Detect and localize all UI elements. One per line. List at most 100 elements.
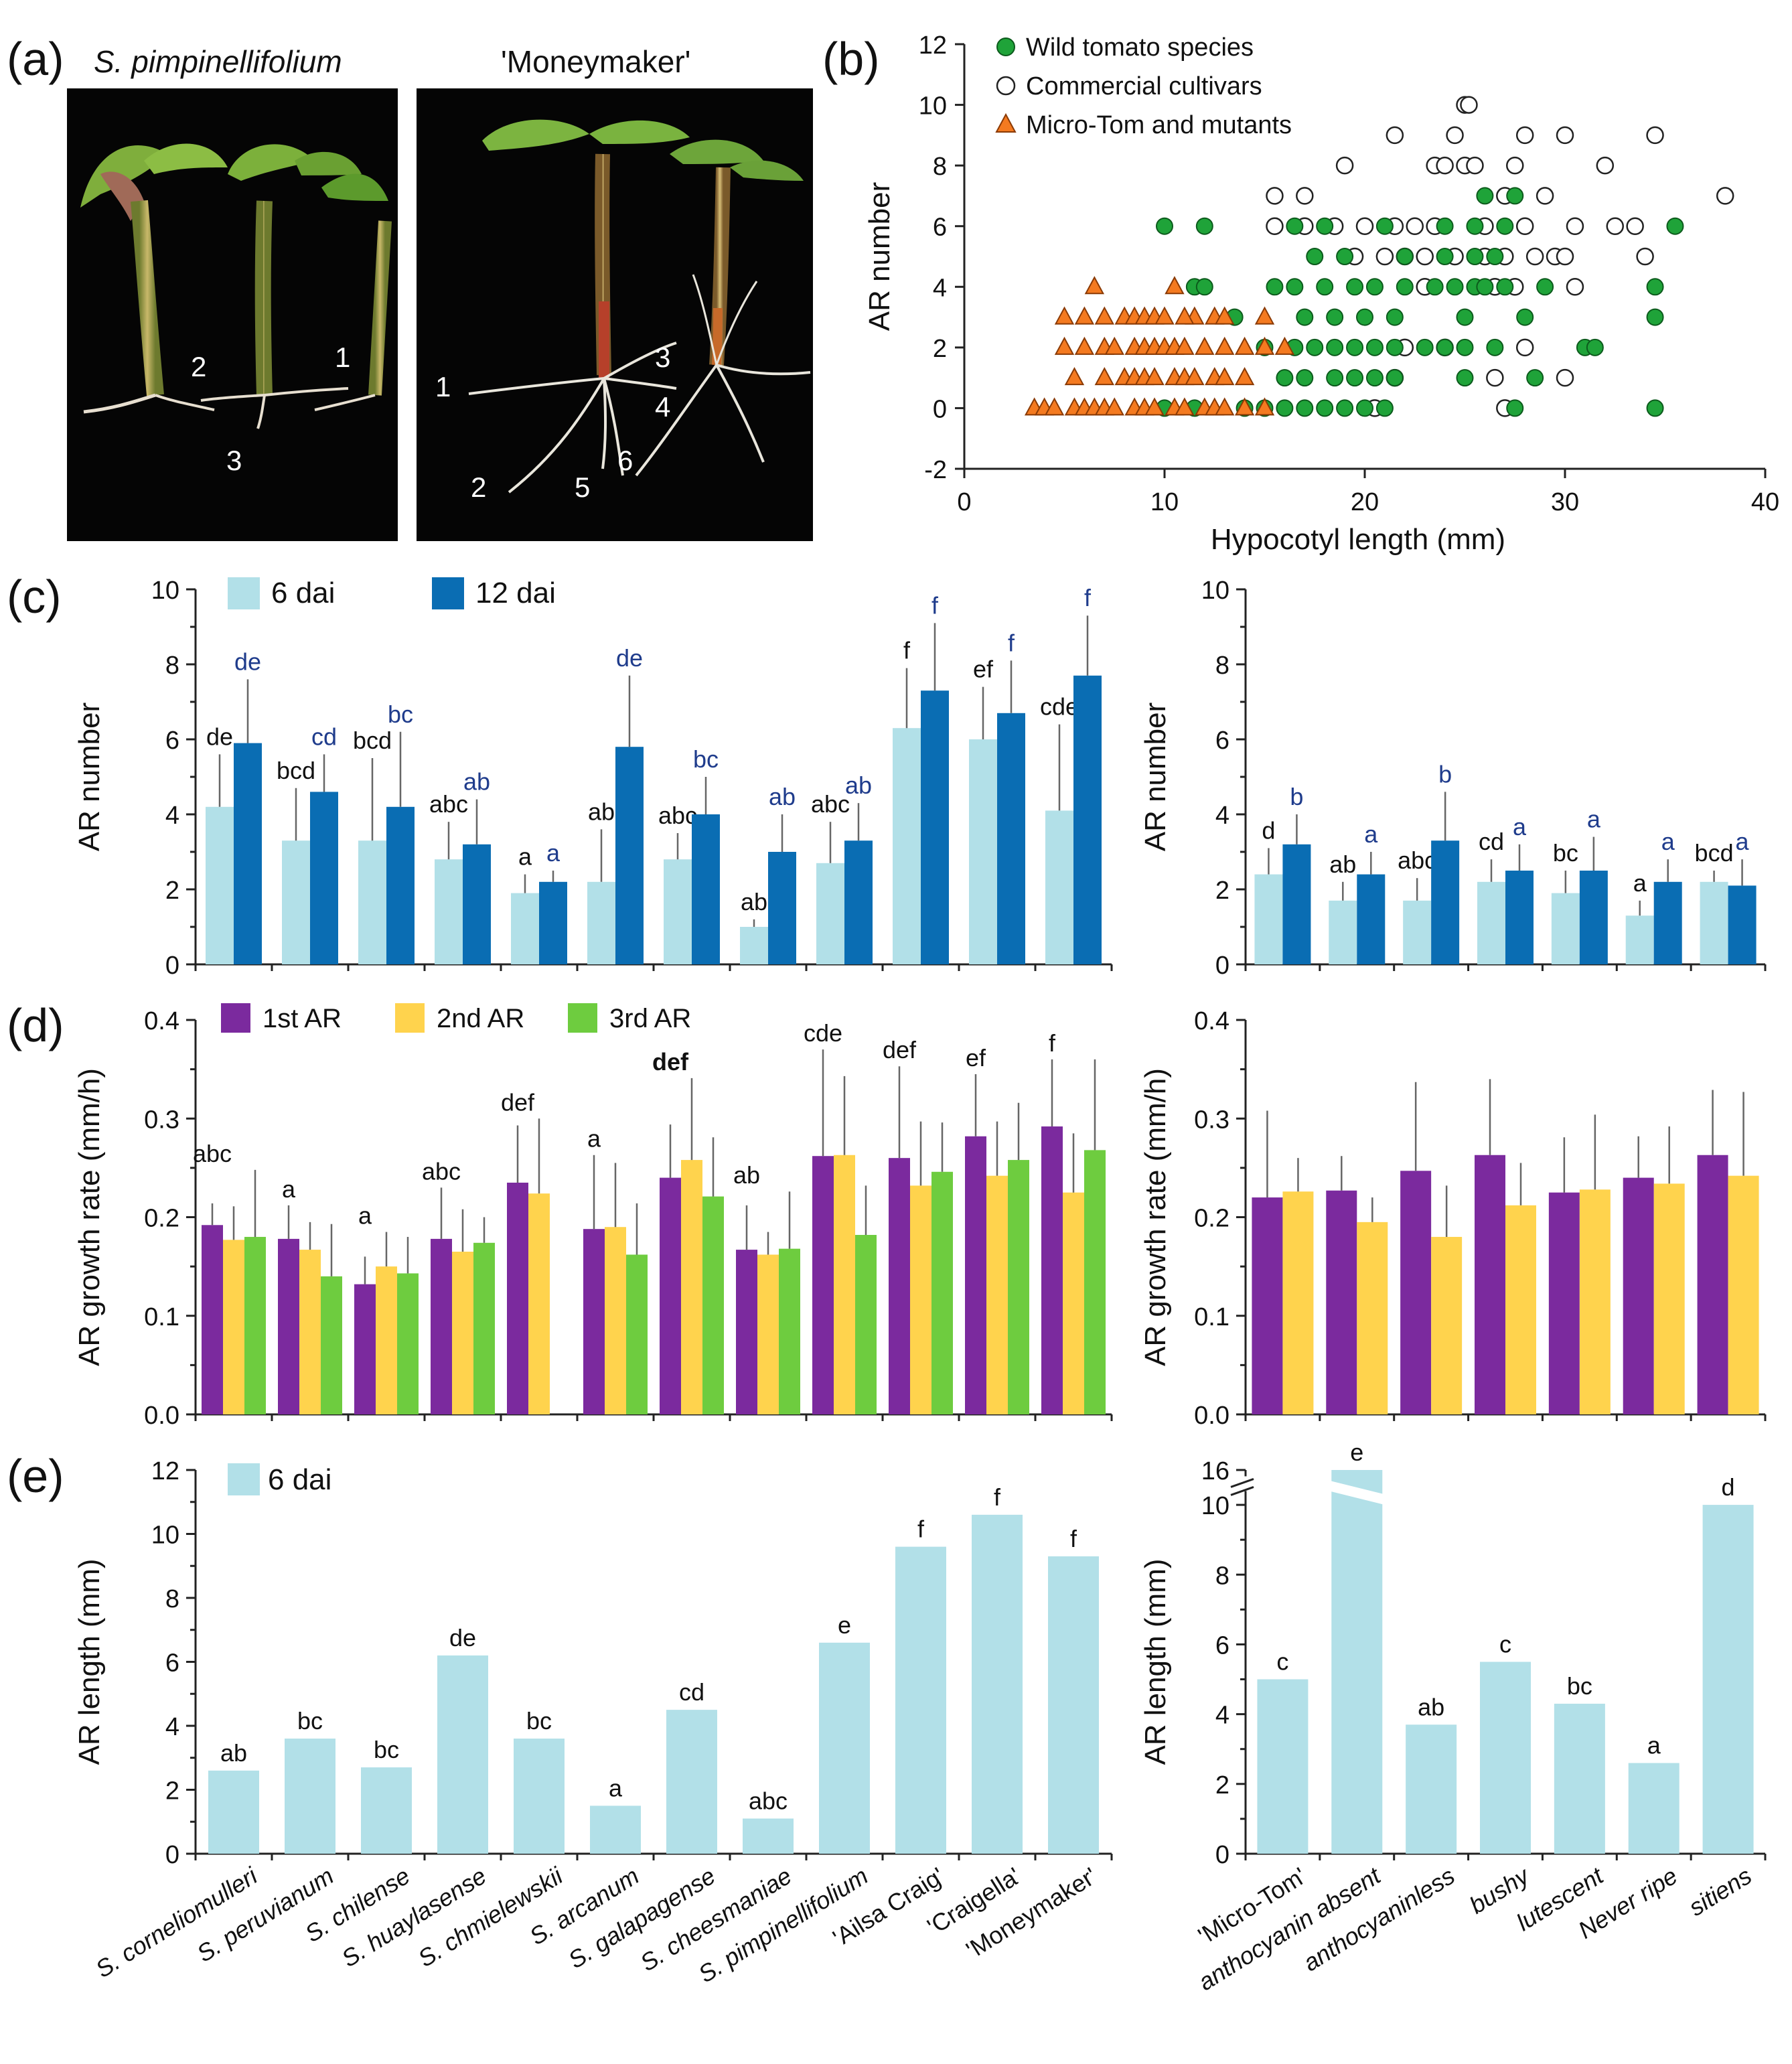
- bar: [234, 743, 262, 964]
- significance-letter: bc: [1553, 839, 1578, 867]
- bar: [1257, 1679, 1309, 1854]
- scatter-point-wild: [1356, 399, 1373, 417]
- scatter-point-wild: [1646, 308, 1664, 326]
- bar: [1403, 900, 1432, 964]
- scatter-point-wild: [1456, 308, 1474, 326]
- scatter-point-wild: [1316, 278, 1334, 296]
- bar: [1045, 810, 1073, 964]
- significance-letter: f: [917, 1516, 925, 1543]
- significance-letter: ab: [588, 798, 615, 825]
- significance-letter: ab: [741, 888, 767, 915]
- scatter-point-wild: [1416, 338, 1434, 356]
- bar: [1073, 675, 1102, 964]
- significance-letter: bc: [1567, 1672, 1592, 1700]
- scatter-point-mutant: [1054, 306, 1075, 325]
- y-tick-label: 4: [165, 1713, 179, 1741]
- significance-letter: bc: [297, 1707, 323, 1735]
- bar: [893, 728, 921, 964]
- scatter-point-wild: [1306, 248, 1324, 265]
- scatter-point-wild: [1375, 217, 1394, 235]
- bar: [590, 1805, 641, 1854]
- scatter-point-wild: [1365, 278, 1384, 296]
- significance-letter: a: [518, 843, 532, 871]
- significance-letter: ab: [733, 1161, 760, 1189]
- legend-label: Micro-Tom and mutants: [1026, 111, 1292, 139]
- scatter-point-wild: [1296, 399, 1314, 417]
- bar: [1480, 1662, 1531, 1854]
- bar: [244, 1236, 266, 1414]
- y-tick-label: 0: [165, 1841, 179, 1869]
- significance-letter: def: [652, 1048, 689, 1076]
- y-tick-label: 4: [933, 274, 947, 302]
- significance-letter: ab: [845, 771, 872, 799]
- bar: [514, 1739, 565, 1854]
- y-tick-label: 8: [1215, 652, 1229, 680]
- bar: [1254, 874, 1283, 964]
- bar: [664, 859, 692, 964]
- photo-left-number: 2: [191, 351, 206, 382]
- y-tick-label: 0.1: [1194, 1303, 1229, 1331]
- scatter-point-mutant: [1234, 336, 1255, 355]
- bar: [1252, 1197, 1283, 1414]
- photo-right-title: 'Moneymaker': [501, 44, 690, 79]
- legend-swatch: [568, 1003, 597, 1033]
- significance-letter: abc: [749, 1787, 788, 1814]
- bar: [1477, 881, 1505, 964]
- scatter-point-wild: [1446, 278, 1464, 296]
- bar: [1728, 885, 1757, 964]
- y-tick-label: 12: [919, 31, 947, 60]
- y-tick-label: 6: [933, 214, 947, 242]
- scatter-point-wild: [1646, 399, 1664, 417]
- bar: [1282, 1191, 1314, 1414]
- x-tick-label: 0: [957, 488, 971, 516]
- scatter-point-commercial: [1606, 217, 1624, 235]
- significance-letter: abc: [429, 790, 468, 818]
- legend-swatch-12dai: [432, 577, 464, 609]
- bar: [1084, 1150, 1106, 1414]
- scatter-point-mutant: [1254, 397, 1275, 416]
- bar-chart-e_left: 0 2 4 6 8 10 12 AR length (mm) ab bc bc de bc a cd abc e…: [73, 1457, 1113, 1988]
- scatter-point-wild: [1456, 369, 1474, 387]
- significance-letter: ef: [973, 656, 994, 683]
- bar: [1331, 1470, 1383, 1854]
- significance-letter: ab: [1418, 1693, 1444, 1720]
- y-tick-label: 8: [933, 153, 947, 181]
- scatter-point-wild: [1586, 338, 1604, 356]
- scatter-point-wild: [1336, 248, 1354, 265]
- significance-letter: def: [501, 1088, 535, 1116]
- scatter-point-commercial: [1355, 217, 1374, 235]
- bar: [299, 1250, 321, 1414]
- significance-letter: ef: [966, 1044, 986, 1072]
- scatter-point-mutant: [1215, 367, 1235, 386]
- scatter-point-commercial: [1566, 278, 1584, 296]
- bar: [666, 1710, 717, 1854]
- scatter-point-wild: [1466, 217, 1484, 235]
- scatter-point-commercial: [1515, 217, 1534, 235]
- significance-letter: f: [1008, 629, 1015, 656]
- significance-letter: a: [1736, 828, 1750, 855]
- y-tick-label: 10: [919, 92, 947, 121]
- bar: [1048, 1556, 1099, 1854]
- bar: [1625, 915, 1654, 964]
- scatter-point-mutant: [1215, 336, 1235, 355]
- photo-right-number: 1: [435, 371, 451, 402]
- scatter-point-wild: [1496, 278, 1514, 296]
- significance-letter: ab: [220, 1739, 247, 1767]
- scatter-point-wild: [1365, 369, 1384, 387]
- bar: [889, 1158, 910, 1414]
- bar: [1475, 1155, 1505, 1414]
- significance-letter: ab: [463, 768, 490, 796]
- bar: [986, 1175, 1008, 1414]
- scatter-point-commercial: [1596, 156, 1615, 175]
- significance-letter: cd: [679, 1678, 704, 1706]
- bar: [768, 852, 796, 964]
- significance-letter: d: [1262, 816, 1275, 844]
- photo-right-number: 5: [575, 471, 590, 503]
- bar: [895, 1546, 946, 1854]
- bar: [1431, 840, 1460, 964]
- scatter-point-mutant: [1195, 336, 1215, 355]
- scatter-point-commercial: [1626, 217, 1644, 235]
- scatter-point-wild: [1386, 338, 1404, 356]
